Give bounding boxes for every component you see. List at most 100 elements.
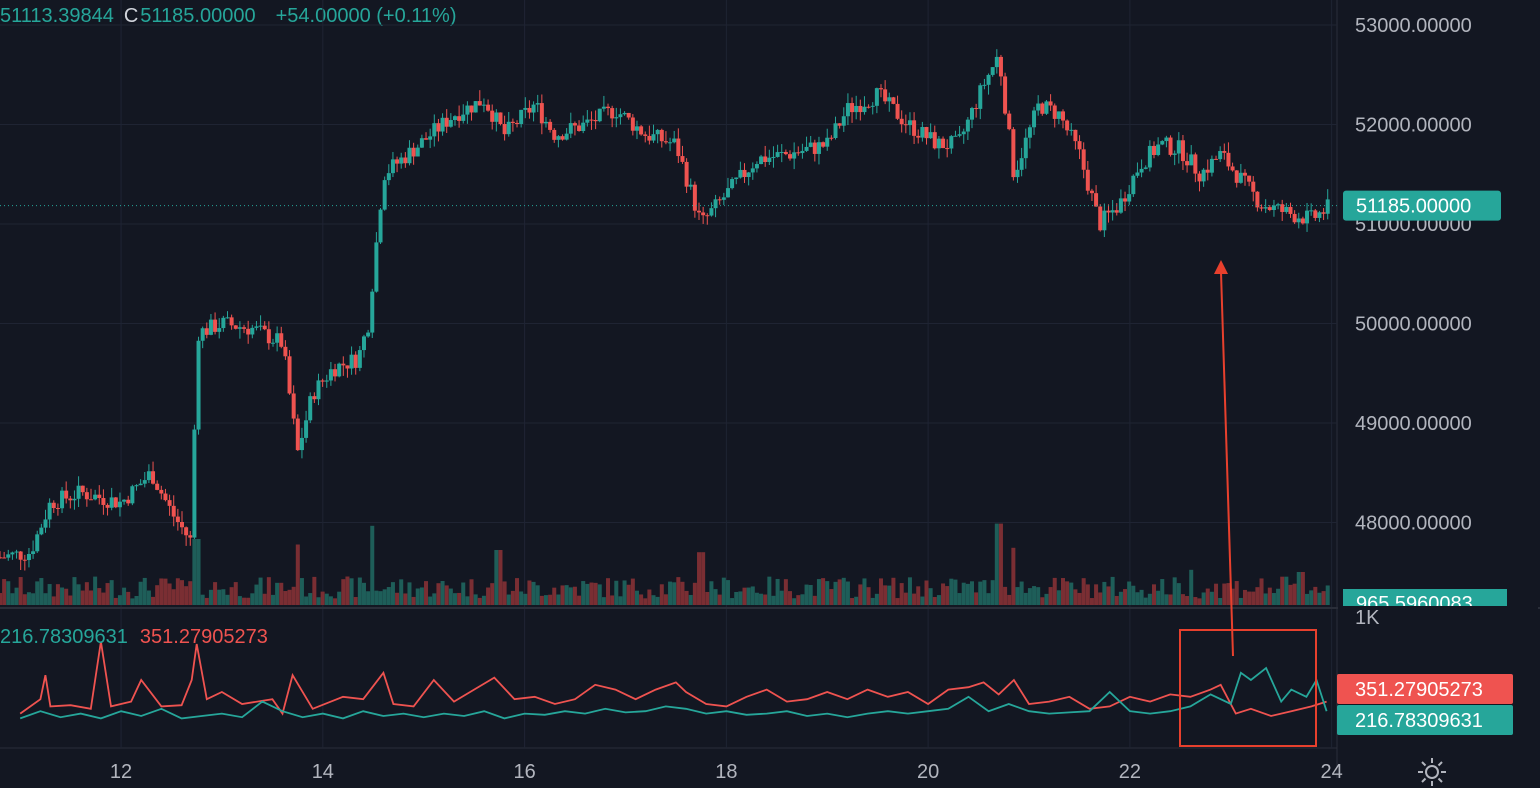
candle-body	[771, 156, 776, 158]
volume-bar	[998, 523, 1003, 605]
candle-body	[399, 157, 404, 164]
volume-bar	[903, 592, 908, 605]
candle-body	[895, 103, 900, 119]
volume-bar	[151, 596, 156, 605]
volume-bar	[31, 593, 36, 605]
volume-bar	[6, 581, 11, 605]
volume-bar	[866, 587, 871, 605]
candle-body	[266, 329, 271, 344]
volume-bar	[1003, 586, 1008, 605]
candle-body	[204, 328, 209, 335]
volume-bar	[68, 595, 73, 605]
volume-bar	[1143, 597, 1148, 605]
volume-bar	[465, 596, 470, 605]
volume-bar	[233, 582, 238, 605]
volume-bar	[978, 581, 983, 605]
candle-body	[117, 501, 122, 508]
candle-body	[473, 101, 478, 113]
candle-body	[403, 157, 408, 164]
candle-body	[502, 123, 507, 135]
volume-bar	[515, 578, 520, 605]
volume-bar	[378, 591, 383, 605]
volume-bar	[750, 586, 755, 605]
volume-bar	[337, 591, 342, 605]
candle-body	[1015, 169, 1020, 178]
volume-bar	[539, 595, 544, 605]
volume-bar	[668, 581, 673, 605]
candle-body	[1040, 103, 1045, 114]
candle-body	[746, 172, 751, 178]
volume-bar	[88, 590, 93, 605]
volume-bar	[469, 579, 474, 605]
volume-bar	[291, 586, 296, 605]
volume-bar	[907, 577, 912, 605]
volume-bar	[10, 593, 15, 605]
volume-bar	[64, 588, 69, 605]
volume-bar	[560, 585, 565, 605]
indicator-legend-green-value: 216.78309631	[0, 626, 128, 648]
candle-body	[941, 138, 946, 149]
candle-body	[1168, 137, 1173, 155]
candle-body	[1036, 103, 1041, 111]
volume-bar	[821, 578, 826, 605]
volume-bar	[568, 587, 573, 605]
candle-body	[953, 135, 958, 137]
candle-body	[213, 319, 218, 332]
candle-body	[1317, 212, 1322, 218]
volume-bar	[928, 588, 933, 605]
volume-bar	[734, 591, 739, 605]
indicator-legend-red-value: 351.27905273	[139, 626, 268, 648]
volume-bar	[60, 587, 65, 605]
candle-body	[907, 120, 912, 126]
legend-open-value: 51113.39844	[0, 5, 114, 27]
candle-body	[601, 106, 606, 109]
volume-bar	[35, 581, 40, 605]
volume-bar	[1267, 587, 1272, 605]
volume-bar	[680, 581, 685, 605]
volume-bar	[254, 584, 259, 605]
candle-body	[1151, 145, 1156, 156]
volume-bar	[179, 580, 184, 605]
volume-bar	[614, 580, 619, 605]
volume-bar	[552, 587, 557, 605]
candle-body	[1263, 207, 1268, 209]
volume-bar	[986, 593, 991, 605]
candle-body	[440, 117, 445, 132]
candle-body	[1123, 198, 1128, 202]
volume-bar	[659, 584, 664, 605]
candle-body	[155, 483, 160, 490]
volume-bar	[713, 589, 718, 605]
price-tick-label: 53000.00000	[1355, 15, 1472, 37]
volume-bar	[287, 589, 292, 605]
candle-body	[936, 138, 941, 149]
volume-bar	[411, 596, 416, 605]
settings-gear-icon[interactable]	[1416, 756, 1448, 788]
candle-body	[697, 210, 702, 213]
candle-body	[316, 380, 321, 400]
volume-bar	[333, 598, 338, 605]
volume-bar	[564, 585, 569, 605]
volume-bar	[1098, 592, 1103, 605]
volume-bar	[961, 582, 966, 605]
volume-bar	[1214, 583, 1219, 605]
volume-bar	[155, 585, 160, 605]
volume-bar	[676, 577, 681, 605]
volume-bar	[953, 579, 958, 605]
volume-bar	[825, 581, 830, 605]
volume-bar	[312, 576, 317, 605]
price-axis-cover	[1338, 0, 1540, 778]
candle-body	[254, 326, 259, 328]
candle-body	[1060, 111, 1065, 121]
candle-body	[1102, 210, 1107, 231]
volume-bar	[2, 579, 7, 605]
candle-body	[606, 106, 611, 109]
last-price-tag	[1343, 190, 1501, 221]
candle-body	[1069, 129, 1074, 131]
volume-bar	[192, 539, 197, 605]
volume-bar	[320, 591, 325, 605]
candle-body	[1255, 191, 1260, 208]
volume-bar	[1172, 577, 1177, 605]
candle-body	[928, 132, 933, 139]
candle-body	[68, 498, 73, 501]
